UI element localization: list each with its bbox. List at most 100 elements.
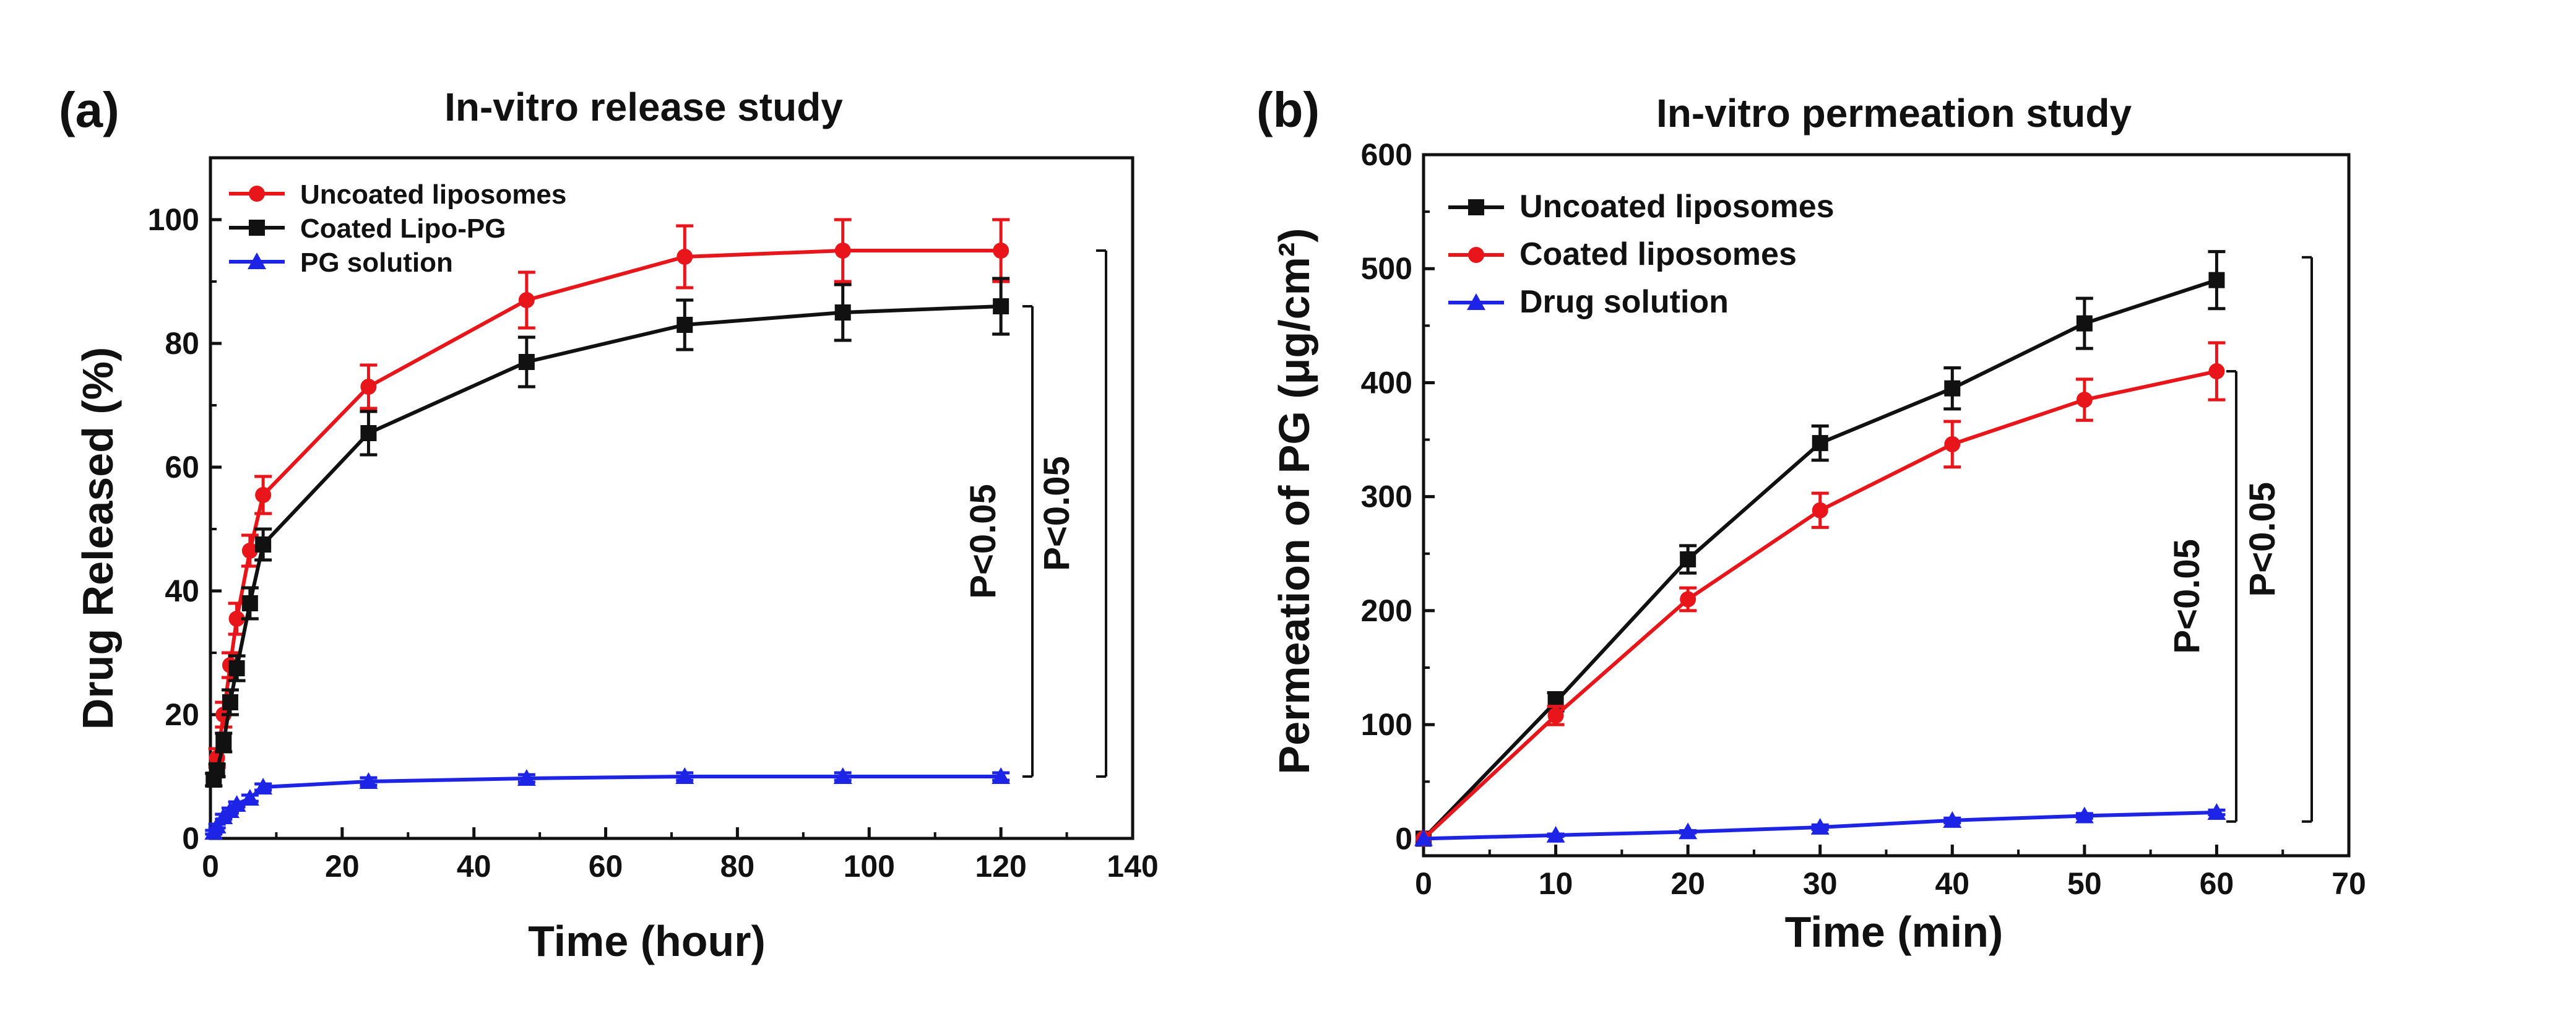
chart-1-data-point [1944,380,1961,397]
chart-0-data-point [228,660,245,676]
panel-b-x-axis-label: Time (min) [1785,908,2003,956]
chart-0-series-0 [205,218,1010,788]
chart-0-data-point [833,767,852,784]
panel-a-title: In-vitro release study [444,85,843,129]
chart-0-data-point [227,795,246,812]
panel-a-letter: (a) [59,82,119,137]
chart-1-x-tick-label: 0 [1415,866,1432,901]
chart-0-data-point [518,292,535,308]
chart-1-x-tick-label: 40 [1935,866,1969,901]
chart-0-data-point [255,536,272,553]
chart-1-x-tick-label: 10 [1539,866,1573,901]
chart-0-series-line [212,249,1001,780]
chart-1-y-tick-label: 300 [1361,480,1412,514]
chart-0-legend-label: Uncoated liposomes [300,179,566,210]
chart-0-data-point [676,249,693,265]
chart-0-legend-marker [249,186,265,202]
chart-0-data-point [360,425,377,441]
chart-1-y-tick-label: 400 [1361,365,1412,400]
chart-0-series-2 [204,767,1011,840]
chart-0-significance-bracket: P<0.05 [1037,249,1107,778]
panel-b-plot-area: 0 10 20 30 40 50 60 70 0 100 200 300 400 500 600 Uncoat… [1361,137,2366,901]
chart-1-data-point [2207,803,2226,820]
chart-0-x-tick-label: 0 [202,849,219,884]
chart-0-data-point [254,778,273,794]
chart-0-legend-label: Coated Lipo-PG [300,213,506,244]
chart-0-data-point [359,772,378,789]
chart-1-data-point [1680,551,1696,568]
chart-1-x-tick-label: 20 [1671,866,1705,901]
chart-0-data-point [207,817,227,833]
chart-0-y-tick-label: 60 [165,450,199,484]
chart-0-x-tick-label: 40 [457,849,491,884]
chart-1-x-tick-label: 30 [1803,866,1838,901]
chart-0-x-tick-label: 20 [325,849,360,884]
chart-1-y-tick-label: 100 [1361,707,1412,742]
chart-0-data-point [360,379,377,395]
chart-1-data-point [1547,707,1564,724]
panel-a-y-axis-label: Drug Released (%) [74,347,122,730]
chart-0-x-tick-label: 120 [975,849,1026,884]
chart-0-x-tick-label: 80 [720,849,755,884]
chart-1-data-point [2075,806,2094,824]
chart-0-data-point [993,298,1009,314]
chart-1-data-point [2076,315,2093,332]
chart-0-legend-marker [249,220,265,236]
chart-1-y-tick-label: 0 [1395,821,1412,856]
chart-0-data-point [209,762,225,778]
chart-1-series-0 [1416,250,2226,847]
chart-1-data-point [2076,392,2093,408]
chart-1-y-tick-label: 200 [1361,593,1412,628]
chart-0-data-point [517,769,536,786]
chart-0-data-point [241,543,258,559]
chart-1-x-tick-label: 50 [2067,866,2102,901]
chart-0-series-line [212,775,1001,833]
chart-1-legend-label: Coated liposomes [1519,236,1797,272]
chart-1-significance-bracket: P<0.05 [2242,256,2313,823]
chart-0-x-tick-label: 100 [844,849,895,884]
chart-0-data-point [675,767,694,784]
chart-1-legend-marker [1468,247,1484,263]
chart-0-y-tick-label: 0 [182,821,199,856]
chart-1-significance-label: P<0.05 [2242,482,2283,596]
chart-1-data-point [1680,591,1696,608]
chart-1-y-tick-label: 500 [1361,251,1412,286]
chart-1-legend: Uncoated liposomes Coated liposomes Drug s… [1448,189,1835,320]
chart-1-data-point [1812,502,1828,519]
chart-1-data-point [2208,363,2225,380]
panel-b-title: In-vitro permeation study [1656,91,2132,136]
chart-0-data-point [240,789,259,806]
chart-0-data-point [518,354,535,370]
chart-0-data-point [834,304,851,321]
chart-1-data-point [1943,811,1962,828]
chart-0-legend-label: PG solution [300,248,453,278]
chart-1-series-2 [1414,803,2226,846]
panel-b-y-axis-label: Permeation of PG (μg/cm²) [1270,228,1318,775]
chart-0-data-point [834,243,851,259]
chart-0-significance-label: P<0.05 [1037,456,1077,570]
panel-a-plot-area: 0 20 40 60 80 100 120 140 0 20 40 60 80 100 Uncoated l… [148,156,1159,884]
chart-0-series-1 [205,277,1010,788]
panel-a-x-axis-label: Time (hour) [528,917,766,965]
chart-0-series-line [212,304,1001,781]
chart-1-series-line [1422,278,2218,840]
chart-1-legend-label: Drug solution [1519,284,1729,320]
chart-0-data-point [228,611,245,627]
chart-1-series-1 [1416,341,2226,847]
chart-1-data-point [1812,435,1828,452]
chart-1-significance-label: P<0.05 [2167,539,2207,653]
chart-1-y-tick-label: 600 [1361,137,1412,172]
chart-0-y-tick-label: 40 [165,574,199,608]
chart-0-data-point [993,243,1009,259]
chart-1-legend-marker [1467,293,1485,310]
chart-1-data-point [1546,825,1565,843]
chart-1-data-point [1679,822,1698,840]
chart-0-significance-label: P<0.05 [963,484,1003,598]
chart-1-x-tick-label: 70 [2332,866,2366,901]
chart-0-data-point [222,694,238,710]
chart-0-significance-bracket: P<0.05 [963,305,1034,778]
panel-b: (b) In-vitro permeation study Time (min)… [1256,82,2366,956]
chart-0-data-point [676,317,693,333]
